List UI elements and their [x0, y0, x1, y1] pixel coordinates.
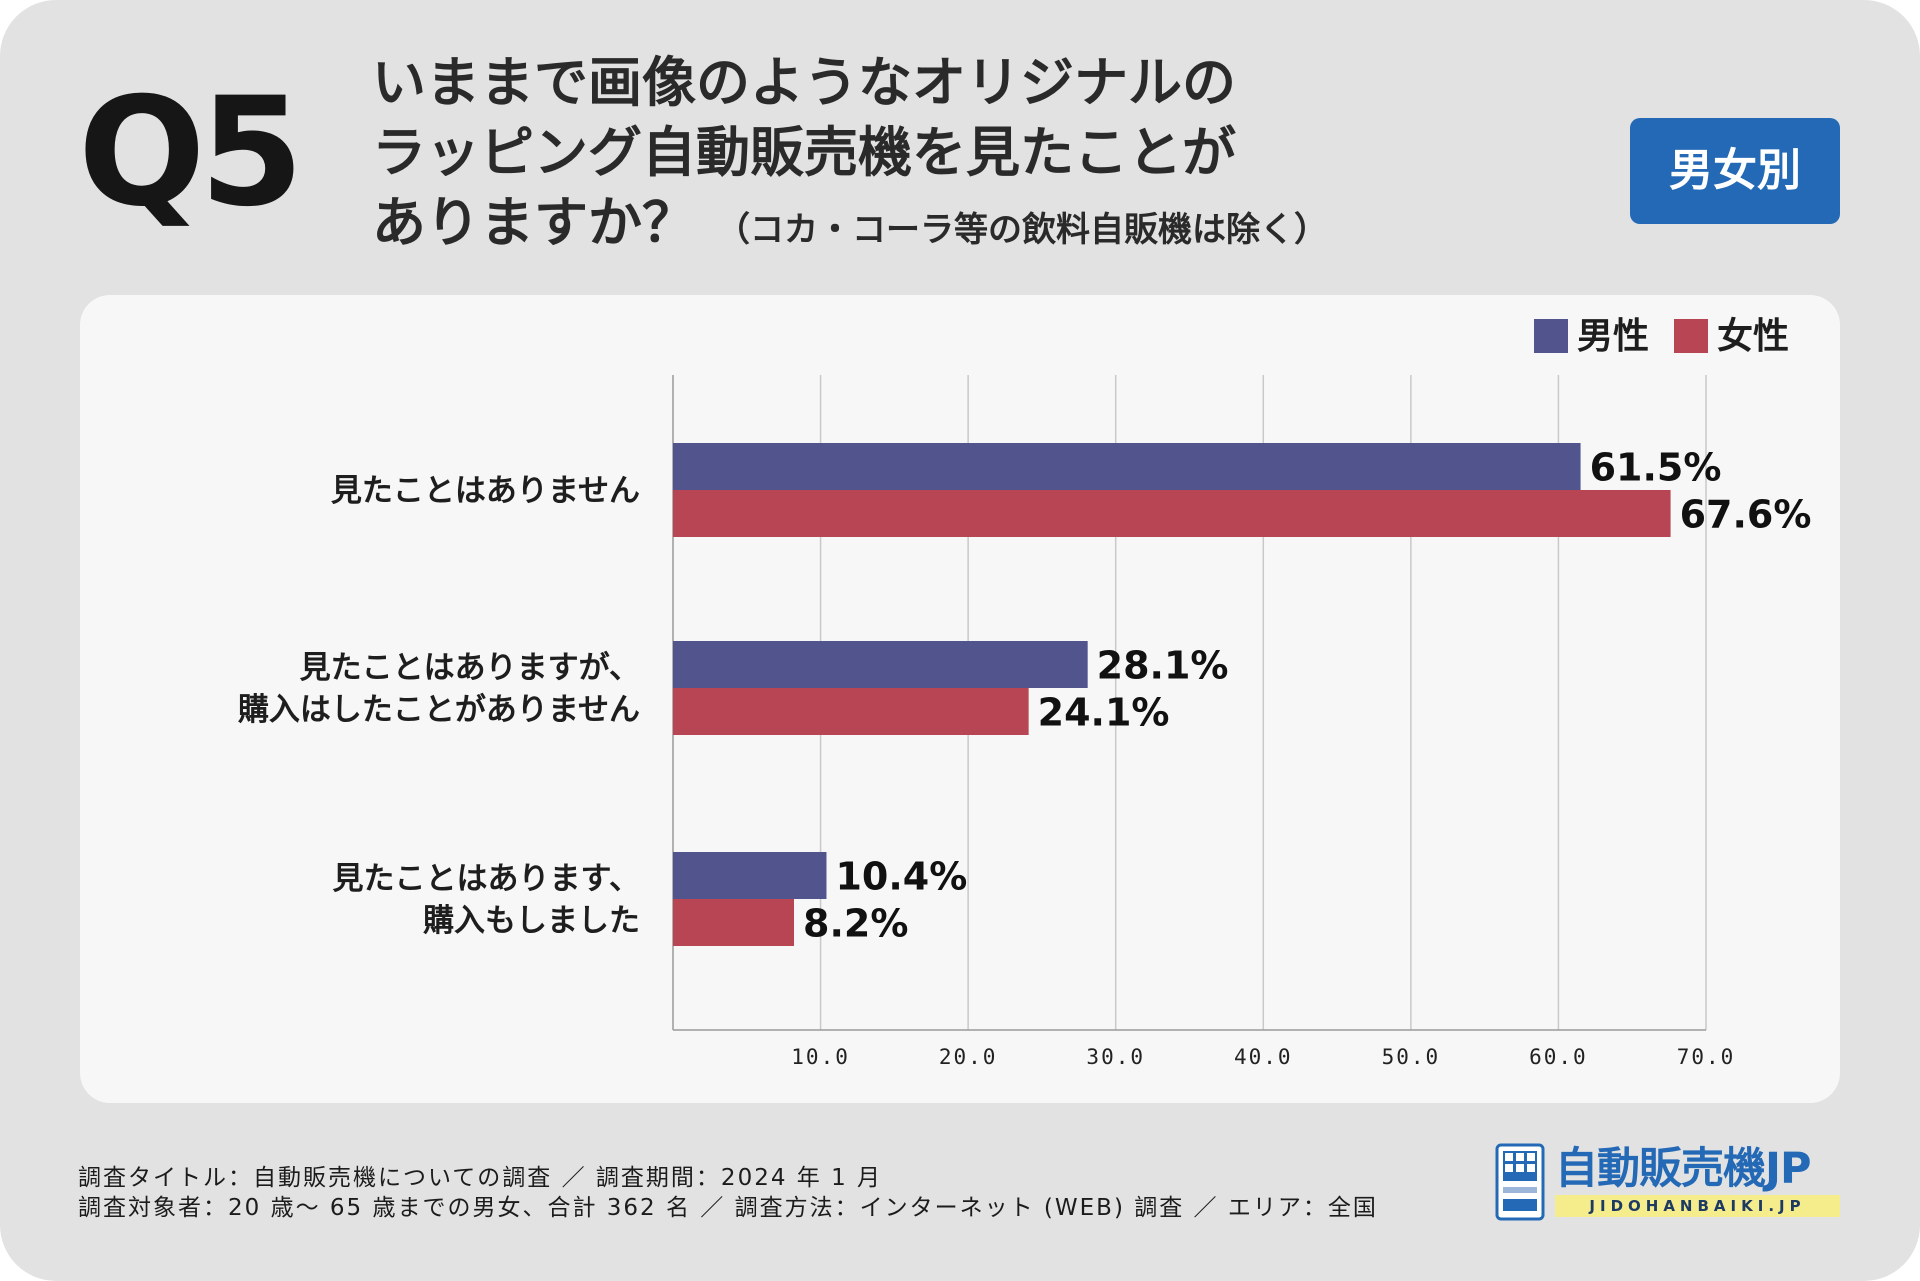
category-label: 見たことはありますが、	[300, 650, 640, 686]
data-label: 8.2%	[803, 902, 908, 946]
legend-label: 女性	[1717, 316, 1789, 357]
brand-logo: 自動販売機JP JIDOHANBAIKI.JP	[1495, 1143, 1840, 1223]
vending-machine-icon	[1495, 1143, 1545, 1221]
category-label: 見たことはあります、	[332, 861, 640, 897]
survey-info-line: 調査タイトル：自動販売機についての調査 ／ 調査期間：2024 年 1 月	[78, 1165, 883, 1191]
x-tick-label: 10.0	[791, 1045, 850, 1069]
logo-name: 自動販売機JP	[1555, 1144, 1812, 1194]
data-label: 61.5%	[1590, 446, 1722, 490]
category-label: 見たことはありません	[331, 473, 640, 509]
bar-male	[673, 443, 1581, 490]
data-label: 10.4%	[835, 855, 967, 899]
legend-label: 男性	[1577, 316, 1649, 357]
question-line: ありますか？ （コカ・コーラ等の飲料自販機は除く）	[372, 188, 1572, 265]
x-tick-label: 60.0	[1529, 1045, 1588, 1069]
question-note: （コカ・コーラ等の飲料自販機は除く）	[716, 210, 1328, 250]
survey-info-line: 調査対象者：20 歳〜 65 歳までの男女、合計 362 名 ／ 調査方法：イン…	[78, 1195, 1378, 1221]
question-text: いままで画像のようなオリジナルの ラッピング自動販売機を見たことが ありますか？…	[372, 48, 1572, 265]
data-label: 28.1%	[1097, 644, 1229, 688]
bar-female	[673, 688, 1029, 735]
x-tick-label: 30.0	[1086, 1045, 1145, 1069]
gender-tag-badge: 男女別	[1630, 118, 1840, 224]
category-label: 購入はしたことがありません	[238, 692, 640, 728]
question-line-text: ありますか？	[372, 191, 696, 254]
bar-female	[673, 490, 1671, 537]
x-tick-label: 40.0	[1234, 1045, 1293, 1069]
data-label: 24.1%	[1038, 691, 1170, 735]
bar-female	[673, 899, 795, 946]
x-tick-label: 50.0	[1382, 1045, 1441, 1069]
x-tick-label: 70.0	[1677, 1045, 1736, 1069]
question-line: ラッピング自動販売機を見たことが	[372, 121, 1236, 184]
data-label: 67.6%	[1680, 493, 1812, 537]
x-tick-label: 20.0	[939, 1045, 998, 1069]
bar-male	[673, 641, 1088, 688]
legend-swatch-female	[1674, 319, 1708, 353]
survey-info: 調査タイトル：自動販売機についての調査 ／ 調査期間：2024 年 1 月 調査…	[78, 1163, 1378, 1223]
chart-panel: 10.0 20.0 30.0 40.0 50.0 60.0 70.0 61.5% 67.6% 見た…	[80, 295, 1840, 1103]
bar-chart: 10.0 20.0 30.0 40.0 50.0 60.0 70.0 61.5%67.6% 見た…	[238, 316, 1812, 1069]
question-number: Q5	[78, 66, 304, 240]
question-line: いままで画像のようなオリジナルの	[372, 51, 1236, 114]
bar-male	[673, 852, 827, 899]
legend-swatch-male	[1534, 319, 1568, 353]
logo-url: JIDOHANBAIKI.JP	[1555, 1195, 1840, 1217]
category-label: 購入もしました	[423, 903, 640, 939]
